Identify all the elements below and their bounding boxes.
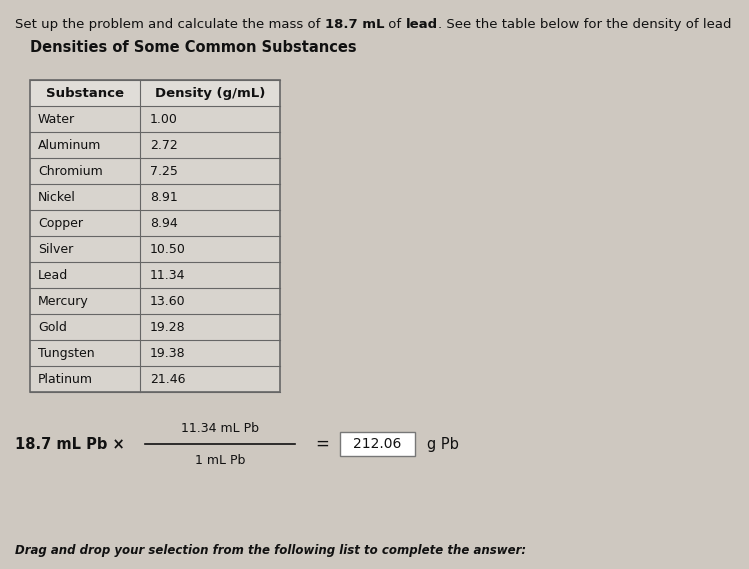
Text: lead: lead [405, 18, 437, 31]
Text: 10.50: 10.50 [150, 242, 186, 255]
Text: 19.28: 19.28 [150, 320, 186, 333]
Text: g Pb: g Pb [427, 436, 459, 451]
Text: Lead: Lead [38, 269, 68, 282]
Bar [30, 106, 280, 132]
Text: of: of [384, 18, 405, 31]
Bar [30, 366, 280, 392]
Text: 18.7 mL: 18.7 mL [324, 18, 384, 31]
Text: 11.34: 11.34 [150, 269, 186, 282]
Text: 21.46: 21.46 [150, 373, 186, 386]
Text: 8.94: 8.94 [150, 216, 178, 229]
Bar [30, 210, 280, 236]
Text: 11.34 mL Pb: 11.34 mL Pb [181, 422, 259, 435]
Text: Silver: Silver [38, 242, 73, 255]
Text: Tungsten: Tungsten [38, 347, 94, 360]
Text: Copper: Copper [38, 216, 83, 229]
Text: Aluminum: Aluminum [38, 138, 101, 151]
Bar [30, 288, 280, 314]
Bar [30, 236, 280, 262]
Text: Mercury: Mercury [38, 295, 88, 307]
Text: 7.25: 7.25 [150, 164, 178, 178]
Bar [30, 340, 280, 366]
Text: Water: Water [38, 113, 75, 126]
Text: . See the table below for the density of lead: . See the table below for the density of… [437, 18, 731, 31]
Text: Nickel: Nickel [38, 191, 76, 204]
Text: 19.38: 19.38 [150, 347, 186, 360]
Text: Set up the problem and calculate the mass of: Set up the problem and calculate the mas… [15, 18, 324, 31]
Text: 8.91: 8.91 [150, 191, 178, 204]
Text: Chromium: Chromium [38, 164, 103, 178]
Text: 18.7 mL Pb ×: 18.7 mL Pb × [15, 436, 125, 451]
Text: 1 mL Pb: 1 mL Pb [195, 453, 245, 467]
Text: 212.06: 212.06 [354, 437, 401, 451]
Text: 13.60: 13.60 [150, 295, 186, 307]
Text: Densities of Some Common Substances: Densities of Some Common Substances [30, 40, 357, 55]
Bar [30, 132, 280, 158]
Text: Platinum: Platinum [38, 373, 93, 386]
Bar [340, 432, 415, 456]
Text: Gold: Gold [38, 320, 67, 333]
Text: Density (g/mL): Density (g/mL) [155, 86, 265, 100]
Bar [30, 314, 280, 340]
Text: =: = [315, 435, 329, 453]
Text: 2.72: 2.72 [150, 138, 178, 151]
Text: Substance: Substance [46, 86, 124, 100]
Text: 1.00: 1.00 [150, 113, 178, 126]
Bar [30, 80, 280, 106]
Bar [30, 158, 280, 184]
Text: Drag and drop your selection from the following list to complete the answer:: Drag and drop your selection from the fo… [15, 544, 526, 557]
Bar [30, 80, 280, 392]
Bar [30, 262, 280, 288]
Bar [30, 184, 280, 210]
